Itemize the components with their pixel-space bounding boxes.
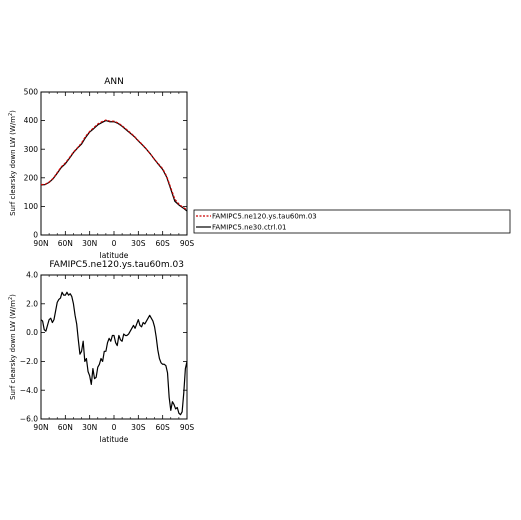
bottom-y-tick-label-4: 2.0: [26, 299, 38, 308]
legend-box: [193, 209, 511, 234]
top-x-tick-label-3: 0: [112, 239, 117, 248]
top-y-tick-label-2: 200: [24, 173, 39, 182]
bottom-y-axis-label: Surf clearsky down LW (W/m2): [8, 294, 17, 400]
bottom-y-tick-label-3: 0.0: [26, 328, 38, 337]
bottom-plot-frame: [40, 274, 188, 420]
top-panel: ANN 90N 60N 30N 0 30S 60S 90S 0 100 200 300 400 500…: [8, 77, 194, 260]
bottom-y-tick-label-5: 4.0: [26, 271, 38, 280]
top-x-tick-label-5: 60S: [156, 239, 171, 248]
top-x-tick-label-2: 30N: [82, 239, 97, 248]
top-y-tick-label-3: 300: [24, 145, 39, 154]
bottom-x-axis: 90N 60N 30N 0 30S 60S 90S: [33, 275, 194, 432]
top-y-axis-label-sup: 2: [8, 113, 14, 116]
top-x-tick-label-4: 30S: [131, 239, 146, 248]
bottom-series-lines: [40, 291, 188, 416]
top-x-tick-label-6: 90S: [180, 239, 195, 248]
bottom-x-tick-label-6: 90S: [180, 423, 195, 432]
bottom-y-tick-label-2: −2.0: [20, 357, 38, 366]
top-x-tick-label-0: 90N: [33, 239, 48, 248]
top-y-tick-label-4: 400: [24, 116, 39, 125]
bottom-x-tick-label-5: 60S: [156, 423, 171, 432]
bottom-y-axis: −6.0 −4.0 −2.0 0.0 2.0 4.0: [20, 271, 187, 424]
legend: FAMIPC5.ne120.ys.tau60m.03 FAMIPC5.ne30.…: [193, 209, 511, 234]
top-y-axis: 0 100 200 300 400 500: [24, 88, 187, 240]
top-x-axis-label: latitude: [100, 251, 129, 260]
bottom-y-axis-label-end: ): [9, 294, 17, 297]
top-x-axis: 90N 60N 30N 0 30S 60S 90S: [33, 92, 194, 248]
top-y-axis-label: Surf clearsky down LW (W/m2): [8, 110, 17, 216]
top-chart-title: ANN: [104, 77, 124, 87]
top-y-axis-label-main: Surf clearsky down LW (W/m: [9, 116, 17, 216]
bottom-x-tick-label-0: 90N: [33, 423, 48, 432]
bottom-y-tick-label-1: −4.0: [20, 386, 38, 395]
bottom-y-axis-label-main: Surf clearsky down LW (W/m: [9, 300, 17, 400]
top-y-tick-label-5: 500: [24, 88, 39, 97]
top-plot-frame: [40, 91, 188, 236]
legend-label-ne120: FAMIPC5.ne120.ys.tau60m.03: [212, 213, 317, 221]
bottom-y-axis-label-sup: 2: [8, 297, 14, 300]
bottom-chart-title: FAMIPC5.ne120.ys.tau60m.03: [49, 260, 184, 270]
top-y-axis-label-end: ): [9, 110, 17, 113]
bottom-x-axis-label: latitude: [100, 435, 129, 444]
top-y-tick-label-1: 100: [24, 202, 39, 211]
bottom-x-tick-label-1: 60N: [58, 423, 73, 432]
top-series-line-0: [40, 119, 188, 211]
bottom-x-tick-label-2: 30N: [82, 423, 97, 432]
bottom-panel: FAMIPC5.ne120.ys.tau60m.03 90N 60N 30N 0 30S…: [8, 260, 194, 444]
top-x-tick-label-1: 60N: [58, 239, 73, 248]
top-series-lines: [40, 119, 188, 212]
legend-label-ne30: FAMIPC5.ne30.ctrl.01: [212, 224, 287, 232]
bottom-x-tick-label-3: 0: [112, 423, 117, 432]
bottom-y-tick-label-0: −6.0: [20, 415, 38, 424]
top-y-tick-label-0: 0: [33, 231, 38, 240]
bottom-x-tick-label-4: 30S: [131, 423, 146, 432]
bottom-series-line-0: [40, 291, 188, 416]
